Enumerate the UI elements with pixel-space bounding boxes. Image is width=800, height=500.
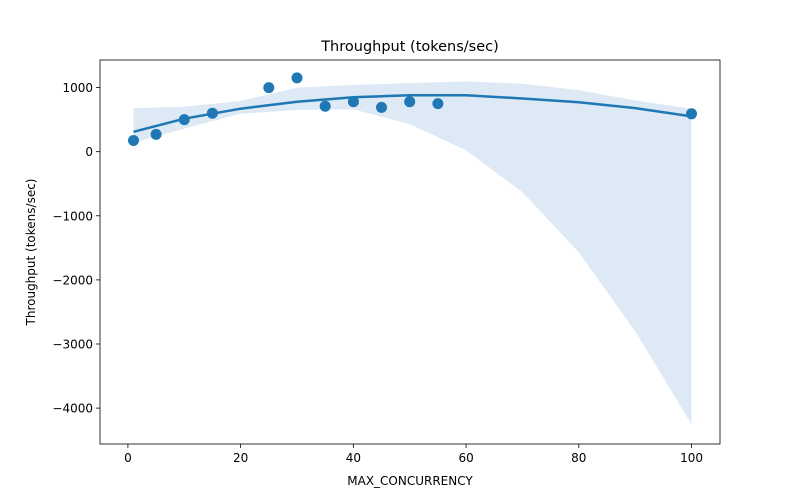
- x-tick-label: 20: [233, 451, 248, 465]
- x-tick-label: 0: [124, 451, 132, 465]
- chart-title: Throughput (tokens/sec): [320, 39, 499, 55]
- y-tick-label: −1000: [52, 209, 93, 223]
- x-tick-label: 60: [458, 451, 473, 465]
- data-point: [404, 96, 416, 108]
- x-axis-label: MAX_CONCURRENCY: [347, 474, 473, 488]
- data-point: [150, 128, 162, 140]
- axes-frame: [99, 59, 721, 445]
- data-point: [432, 98, 444, 110]
- y-tick-label: −3000: [52, 337, 93, 351]
- data-point: [178, 114, 190, 126]
- y-tick-label: −4000: [52, 402, 93, 416]
- data-point: [319, 100, 331, 112]
- y-tick-label: 0: [85, 145, 93, 159]
- data-point: [347, 96, 359, 108]
- y-tick-label: 1000: [62, 81, 93, 95]
- data-point: [376, 101, 387, 113]
- x-tick-label: 80: [571, 451, 586, 465]
- x-axis: 0 20 40 60 80 100: [124, 444, 703, 465]
- data-point: [128, 135, 139, 146]
- x-tick-label: 40: [346, 451, 361, 465]
- plot-area: [128, 72, 697, 425]
- regression-line: [133, 94, 692, 134]
- data-point: [206, 107, 218, 119]
- y-tick-label: −2000: [52, 273, 93, 287]
- x-tick-label: 100: [680, 451, 703, 465]
- data-point: [686, 108, 697, 120]
- data-point: [291, 72, 303, 84]
- y-axis: −4000 −3000 −2000 −1000 0 1000: [52, 81, 100, 416]
- confidence-band: [133, 81, 692, 425]
- y-axis-label: Throughput (tokens/sec): [24, 179, 38, 327]
- data-point: [263, 82, 275, 94]
